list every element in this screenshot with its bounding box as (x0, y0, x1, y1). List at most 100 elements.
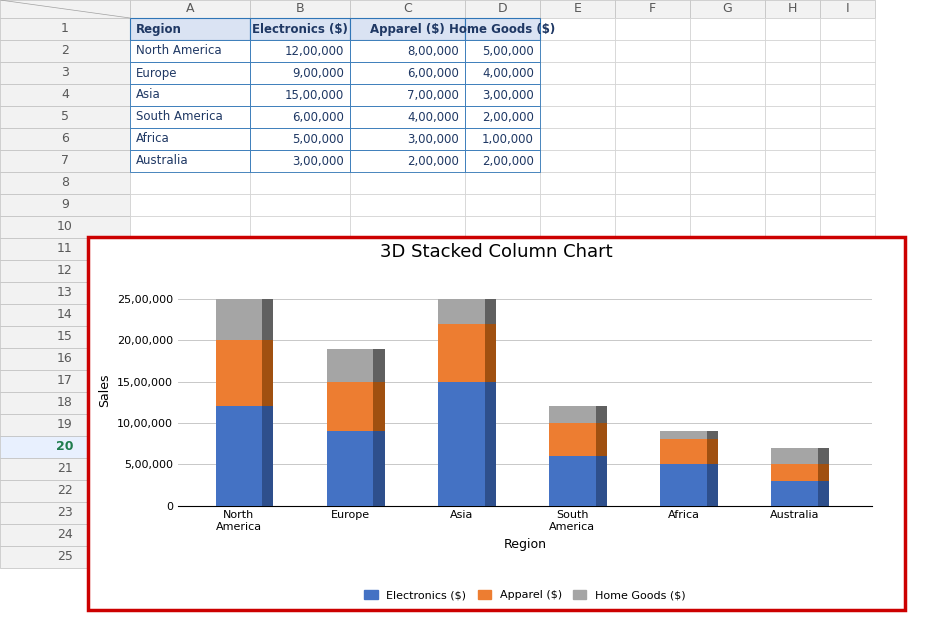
Bar (350, 524, 465, 546)
Bar (615, 348, 690, 370)
Bar (615, 172, 690, 194)
Polygon shape (262, 299, 273, 340)
Bar (771, 447, 818, 464)
Bar (820, 392, 875, 414)
Bar (0, 62, 130, 84)
Bar (130, 194, 250, 216)
Bar (465, 524, 540, 546)
Bar (130, 370, 250, 392)
Bar (765, 480, 820, 502)
Bar (250, 524, 350, 546)
Bar (465, 546, 540, 568)
Text: 8: 8 (61, 177, 69, 189)
Bar (350, 502, 465, 524)
Bar (549, 456, 596, 505)
Bar (540, 458, 615, 480)
Bar (326, 349, 374, 382)
Bar (540, 304, 615, 326)
Bar (820, 260, 875, 282)
Text: 6,00,000: 6,00,000 (407, 67, 459, 80)
Bar (690, 150, 765, 172)
Bar (326, 382, 374, 431)
Bar (130, 326, 250, 348)
Bar (660, 464, 706, 505)
Bar (0, 524, 130, 546)
Bar (0, 150, 130, 172)
Bar (690, 414, 765, 436)
Bar (350, 40, 465, 62)
Bar (130, 392, 250, 414)
Polygon shape (262, 340, 273, 406)
Bar (0, 216, 130, 238)
Text: B: B (296, 3, 304, 15)
Bar (540, 282, 615, 304)
Text: 8,00,000: 8,00,000 (407, 44, 459, 58)
Bar (0, 128, 130, 150)
Bar (820, 436, 875, 458)
Text: Apparel ($): Apparel ($) (370, 22, 445, 35)
Polygon shape (706, 440, 717, 464)
Text: 3D Stacked Column Chart: 3D Stacked Column Chart (380, 243, 613, 261)
Bar (765, 84, 820, 106)
Bar (130, 216, 250, 238)
Bar (250, 40, 350, 62)
Text: 3,00,000: 3,00,000 (292, 155, 344, 168)
Bar (820, 414, 875, 436)
Bar (0, 18, 130, 40)
Bar (250, 282, 350, 304)
Bar (250, 128, 350, 150)
Bar (615, 0, 690, 18)
Bar (765, 370, 820, 392)
Text: 5,00,000: 5,00,000 (292, 132, 344, 146)
Polygon shape (818, 447, 829, 464)
Text: 3: 3 (61, 67, 69, 80)
Text: 15: 15 (57, 331, 73, 343)
Bar (350, 0, 465, 18)
Bar (350, 194, 465, 216)
Bar (690, 282, 765, 304)
Bar (350, 414, 465, 436)
Polygon shape (706, 464, 717, 505)
Bar (465, 172, 540, 194)
Bar (130, 238, 250, 260)
Bar (250, 128, 350, 150)
Bar (350, 84, 465, 106)
Bar (820, 128, 875, 150)
Bar (540, 106, 615, 128)
Bar (540, 18, 615, 40)
Bar (765, 106, 820, 128)
Text: D: D (498, 3, 507, 15)
Bar (540, 546, 615, 568)
Bar (540, 62, 615, 84)
Bar (350, 304, 465, 326)
Bar (0, 370, 130, 392)
Text: 9,00,000: 9,00,000 (292, 67, 344, 80)
Bar (765, 458, 820, 480)
Text: 9: 9 (61, 198, 69, 211)
Bar (130, 546, 250, 568)
Polygon shape (706, 431, 717, 440)
Bar (250, 546, 350, 568)
Bar (130, 348, 250, 370)
Bar (0, 260, 130, 282)
Bar (765, 40, 820, 62)
Bar (465, 502, 540, 524)
Bar (350, 348, 465, 370)
Bar (465, 40, 540, 62)
Bar (250, 436, 350, 458)
Bar (820, 546, 875, 568)
Bar (615, 480, 690, 502)
Text: 2,00,000: 2,00,000 (407, 155, 459, 168)
Bar (765, 172, 820, 194)
Bar (250, 106, 350, 128)
Bar (540, 370, 615, 392)
Bar (690, 326, 765, 348)
Bar (250, 458, 350, 480)
Bar (765, 282, 820, 304)
Bar (250, 18, 350, 40)
Bar (0, 0, 130, 18)
Bar (350, 546, 465, 568)
Bar (765, 194, 820, 216)
Bar (130, 40, 250, 62)
Bar (765, 326, 820, 348)
